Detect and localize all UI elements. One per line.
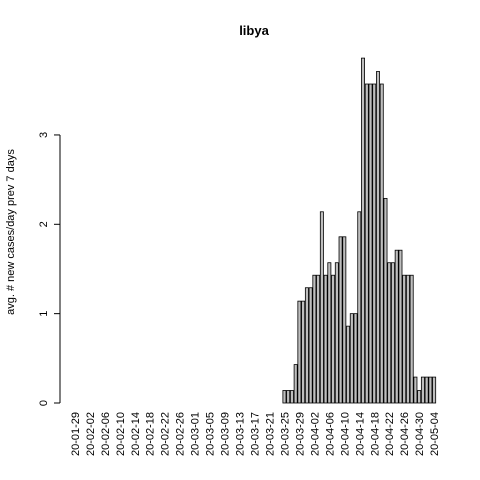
x-tick-label: 20-02-26 <box>175 412 187 456</box>
bar <box>383 197 388 404</box>
x-tick-label: 20-04-30 <box>414 412 426 456</box>
y-tick-label: 3 <box>38 132 50 138</box>
bar <box>289 390 294 404</box>
bar <box>368 83 373 404</box>
bar <box>391 262 395 404</box>
bar <box>394 249 399 404</box>
x-tick-label: 20-04-10 <box>339 412 351 456</box>
bar <box>387 262 392 404</box>
x-tick-label: 20-03-09 <box>220 412 232 456</box>
x-tick-label: 20-04-06 <box>324 412 336 456</box>
bar <box>353 313 358 404</box>
y-tick-label: 1 <box>38 311 50 317</box>
x-tick-label: 20-04-22 <box>384 412 396 456</box>
bar <box>364 83 369 404</box>
bar <box>428 376 433 404</box>
x-tick-label: 20-03-13 <box>235 412 247 456</box>
x-tick-label: 20-03-21 <box>264 412 276 456</box>
bar <box>293 364 298 404</box>
bar <box>338 236 343 404</box>
y-axis-label: avg. # new cases/day prev 7 days <box>5 149 17 315</box>
x-tick-label: 20-05-04 <box>429 412 441 456</box>
x-tick-label: 20-02-22 <box>160 412 172 456</box>
bar <box>334 262 339 404</box>
bar <box>319 211 324 404</box>
x-tick-label: 20-02-14 <box>130 412 142 456</box>
bar <box>417 390 422 404</box>
bar <box>304 287 309 404</box>
y-tick-label: 2 <box>38 221 50 227</box>
x-tick-label: 20-02-10 <box>115 412 127 456</box>
bar <box>398 249 403 404</box>
x-tick-label: 20-03-25 <box>279 412 291 456</box>
bar <box>379 83 384 404</box>
bar <box>376 71 380 404</box>
x-tick-label: 20-04-26 <box>399 412 411 456</box>
bar <box>361 57 365 404</box>
x-tick-label: 20-02-02 <box>85 412 97 456</box>
x-tick-label: 20-04-18 <box>369 412 381 456</box>
bar <box>286 390 291 404</box>
x-tick-label: 20-04-02 <box>309 412 321 456</box>
bar <box>357 211 362 404</box>
x-tick-label: 20-01-29 <box>70 412 82 456</box>
bar <box>372 83 377 404</box>
bar <box>349 313 354 404</box>
y-axis: 0 1 2 3 <box>38 132 61 406</box>
bar <box>316 274 321 404</box>
bar <box>312 274 317 404</box>
bar <box>405 274 410 404</box>
bar <box>297 300 302 404</box>
bar <box>432 376 437 404</box>
y-tick-label: 0 <box>38 400 50 406</box>
bar <box>323 274 328 404</box>
x-axis: 20-01-29 20-02-02 20-02-06 20-02-10 20-02-14… <box>70 412 441 456</box>
x-tick-label: 20-04-14 <box>354 412 366 456</box>
bar <box>409 274 414 404</box>
bar <box>420 376 425 404</box>
bar <box>413 376 418 404</box>
bar <box>301 300 306 404</box>
bar <box>424 376 429 404</box>
x-tick-label: 20-02-18 <box>145 412 157 456</box>
bar <box>342 236 347 404</box>
bar <box>282 390 287 404</box>
bar <box>327 262 332 404</box>
x-tick-label: 20-03-01 <box>190 412 202 456</box>
x-tick-label: 20-02-06 <box>100 412 112 456</box>
x-tick-label: 20-03-05 <box>205 412 217 456</box>
bar <box>402 274 407 404</box>
chart-title: libya <box>239 23 269 38</box>
x-tick-label: 20-03-29 <box>294 412 306 456</box>
bars-group <box>282 57 437 404</box>
x-tick-label: 20-03-17 <box>250 412 262 456</box>
bar <box>308 287 313 404</box>
bar <box>331 274 336 404</box>
bar <box>346 325 351 404</box>
